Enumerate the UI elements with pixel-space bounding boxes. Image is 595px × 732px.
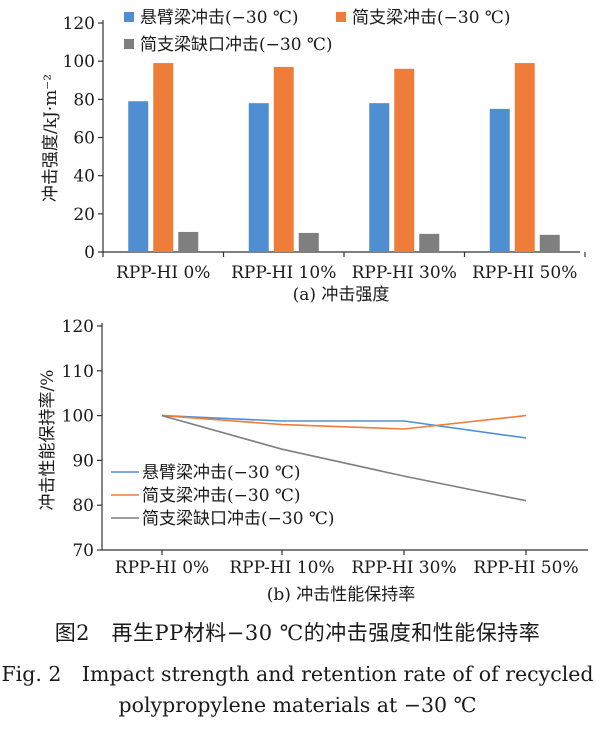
bar-chart-legend-swatch-3 [124,39,134,49]
bar-rpp-hi-30-series-2 [394,68,415,252]
line-chart-y-tick-label: 110 [62,362,94,382]
line-series-2 [161,414,527,430]
bar-chart-x-tick-label: RPP-HI 0% [116,263,210,283]
bar-rpp-hi-0-series-3 [178,231,199,252]
bar-chart-legend-swatch-1 [124,12,134,22]
bar-rpp-hi-50-series-2 [514,63,535,253]
bar-chart-x-tick-label: RPP-HI 50% [472,263,577,283]
bar-rpp-hi-0-series-2 [153,63,174,253]
bar-chart-y-tick-label: 0 [84,243,95,263]
line-chart-y-tick-label: 100 [62,407,94,427]
line-chart-y-tick-label: 90 [72,451,94,471]
line-chart-x-tick-label: RPP-HI 30% [351,558,456,578]
line-series-1 [161,414,527,439]
line-chart-y-tick-label: 120 [62,317,94,337]
figure-caption-chinese: 图2 再生PP材料−30 ℃的冲击强度和性能保持率 [54,621,541,645]
bar-chart-legend-label-3: 简支梁缺口冲击(−30 ℃) [140,35,333,55]
bar-rpp-hi-10-series-2 [273,66,294,253]
bar-chart-legend-label-1: 悬臂梁冲击(−30 ℃) [140,8,299,28]
line-chart-legend-label-2: 简支梁冲击(−30 ℃) [142,486,301,506]
charts-canvas: 0 20 40 60 80 100 120 RPP-HI 0% RPP-HI 10% RPP-HI… [38,8,588,605]
figure-caption-english-line-1: Fig. 2 Impact strength and retention rat… [1,662,594,686]
bar-chart-caption: (a) 冲击强度 [293,285,390,305]
bar-chart-y-tick-label: 80 [73,90,95,110]
line-chart-y-tick-label: 80 [72,496,94,516]
line-chart-y-axis-label: 冲击性能保持率/% [38,370,58,511]
bar-rpp-hi-50-series-3 [539,234,560,252]
bar-chart-legend-swatch-2 [336,12,346,22]
bar-rpp-hi-30-series-3 [419,233,440,252]
line-chart-caption: (b) 冲击性能保持率 [267,585,416,605]
bar-chart-y-tick-label: 40 [73,167,95,187]
bar-chart-x-tick-label: RPP-HI 10% [231,263,336,283]
line-chart-x-tick-label: RPP-HI 10% [229,558,334,578]
bar-rpp-hi-30-series-1 [369,103,390,253]
line-chart-legend-label-3: 简支梁缺口冲击(−30 ℃) [142,509,335,529]
bar-chart-legend-label-2: 简支梁冲击(−30 ℃) [352,8,511,28]
figure-caption-english-line-2: polypropylene materials at −30 ℃ [118,693,477,717]
bar-rpp-hi-0-series-1 [128,101,149,252]
bar-chart-y-axis-label: 冲击强度/kJ·m⁻² [41,74,61,202]
bar-chart-y-tick-label: 20 [73,205,95,225]
bar-chart-y-tick-label: 60 [73,129,95,149]
line-chart-x-tick-label: RPP-HI 50% [473,558,578,578]
line-series-3 [161,414,527,502]
bar-rpp-hi-10-series-1 [248,103,269,253]
bar-chart-x-tick-label: RPP-HI 30% [352,263,457,283]
line-chart-legend-label-1: 悬臂梁冲击(−30 ℃) [142,463,301,483]
line-chart-y-tick-label: 70 [72,541,94,561]
bar-rpp-hi-50-series-1 [489,108,510,252]
bar-rpp-hi-10-series-3 [298,232,319,252]
line-chart-x-tick-label: RPP-HI 0% [115,558,209,578]
bar-chart-y-tick-label: 100 [63,52,95,72]
bar-chart-y-tick-label: 120 [63,14,95,34]
